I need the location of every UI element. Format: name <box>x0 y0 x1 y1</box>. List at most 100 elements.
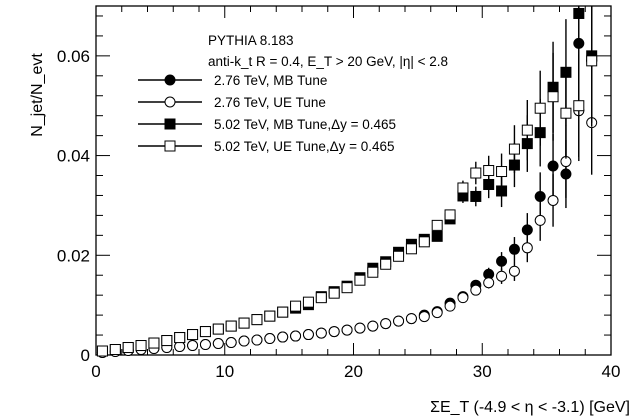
data-point <box>187 340 199 352</box>
data-point <box>174 332 186 344</box>
data-point <box>164 118 176 130</box>
data-point <box>547 160 559 172</box>
data-point <box>354 274 366 286</box>
data-point <box>328 287 340 299</box>
data-point <box>444 209 456 221</box>
data-point <box>496 166 508 178</box>
data-point <box>508 243 520 255</box>
x-axis-title: ΣE_T (-4.9 < η < -3.1) [GeV] <box>430 399 630 416</box>
x-tick-label: 30 <box>473 362 492 381</box>
legend: 2.76 TeV, MB Tune 2.76 TeV, UE Tune 5.02 T… <box>138 73 396 154</box>
data-point <box>251 314 263 326</box>
data-point <box>496 270 508 282</box>
data-point <box>290 330 302 342</box>
data-point <box>225 337 237 349</box>
data-point <box>290 300 302 312</box>
data-point <box>212 338 224 350</box>
data-point <box>573 100 585 112</box>
data-point <box>521 124 533 136</box>
series-4 <box>96 6 598 357</box>
legend-entry: 5.02 TeV, UE Tune,Δy = 0.465 <box>138 139 395 154</box>
data-point <box>164 140 176 152</box>
data-point <box>405 313 417 325</box>
y-tick-label: 0 <box>81 346 90 365</box>
data-point <box>508 143 520 155</box>
data-point <box>534 102 546 114</box>
data-point <box>199 326 211 338</box>
x-tick-label: 0 <box>91 362 100 381</box>
data-point <box>96 345 108 357</box>
data-point <box>560 107 572 119</box>
data-point <box>164 96 176 108</box>
data-point <box>187 329 199 341</box>
data-point <box>483 165 495 177</box>
data-point <box>586 55 598 67</box>
legend-label: 5.02 TeV, MB Tune,Δy = 0.465 <box>214 117 396 132</box>
data-point <box>547 91 559 103</box>
data-point <box>470 167 482 179</box>
y-tick-label: 0.02 <box>57 246 90 265</box>
data-point <box>122 342 134 354</box>
annotation-generator: PYTHIA 8.183 <box>208 33 294 48</box>
data-point <box>164 74 176 86</box>
data-point <box>302 329 314 341</box>
data-point <box>341 282 353 294</box>
data-point <box>251 334 263 346</box>
x-tick-label: 10 <box>215 362 234 381</box>
y-axis-title: N_jet/N_evt <box>29 53 46 137</box>
data-point <box>405 243 417 255</box>
data-point <box>418 311 430 323</box>
data-point <box>238 335 250 347</box>
x-tick-label: 20 <box>344 362 363 381</box>
data-point <box>470 190 482 202</box>
data-point <box>457 182 469 194</box>
data-point <box>264 333 276 345</box>
legend-label: 5.02 TeV, UE Tune,Δy = 0.465 <box>214 139 395 154</box>
data-point <box>380 258 392 270</box>
data-point <box>547 194 559 206</box>
data-point <box>496 255 508 267</box>
data-point <box>225 320 237 332</box>
data-point <box>431 230 443 242</box>
data-point <box>148 337 160 349</box>
data-point <box>573 7 585 19</box>
data-point <box>161 335 173 347</box>
data-point <box>328 326 340 338</box>
annotation-jet-selection: anti-k_t R = 0.4, E_T > 20 GeV, |η| < 2.… <box>208 54 448 69</box>
data-point <box>264 310 276 322</box>
data-point <box>199 339 211 351</box>
data-point <box>457 292 469 304</box>
data-point <box>380 318 392 330</box>
data-point <box>431 219 443 231</box>
legend-label: 2.76 TeV, MB Tune <box>214 73 327 88</box>
data-point <box>508 265 520 277</box>
data-point <box>367 266 379 278</box>
data-point <box>521 242 533 254</box>
y-tick-label: 0.04 <box>57 147 90 166</box>
legend-entry: 2.76 TeV, MB Tune <box>138 73 327 88</box>
data-point <box>212 323 224 335</box>
data-point <box>109 344 121 356</box>
data-point <box>315 327 327 339</box>
data-point <box>302 296 314 308</box>
data-point <box>354 322 366 334</box>
data-point <box>521 224 533 236</box>
axis-ticks <box>95 6 612 356</box>
data-point <box>367 320 379 332</box>
data-point <box>393 250 405 262</box>
data-point <box>277 306 289 318</box>
legend-entry: 5.02 TeV, MB Tune,Δy = 0.465 <box>138 117 396 132</box>
data-point <box>341 324 353 336</box>
legend-entry: 2.76 TeV, UE Tune <box>138 95 326 110</box>
y-tick-label: 0.06 <box>57 47 90 66</box>
x-tick-label: 40 <box>602 362 621 381</box>
data-point <box>393 315 405 327</box>
series-layer <box>96 6 598 359</box>
data-point <box>238 317 250 329</box>
data-point <box>135 340 147 352</box>
tick-labels: 0 10 20 30 40 0 0.02 0.04 0.06 <box>57 47 621 381</box>
data-point <box>483 277 495 289</box>
data-point <box>418 236 430 248</box>
